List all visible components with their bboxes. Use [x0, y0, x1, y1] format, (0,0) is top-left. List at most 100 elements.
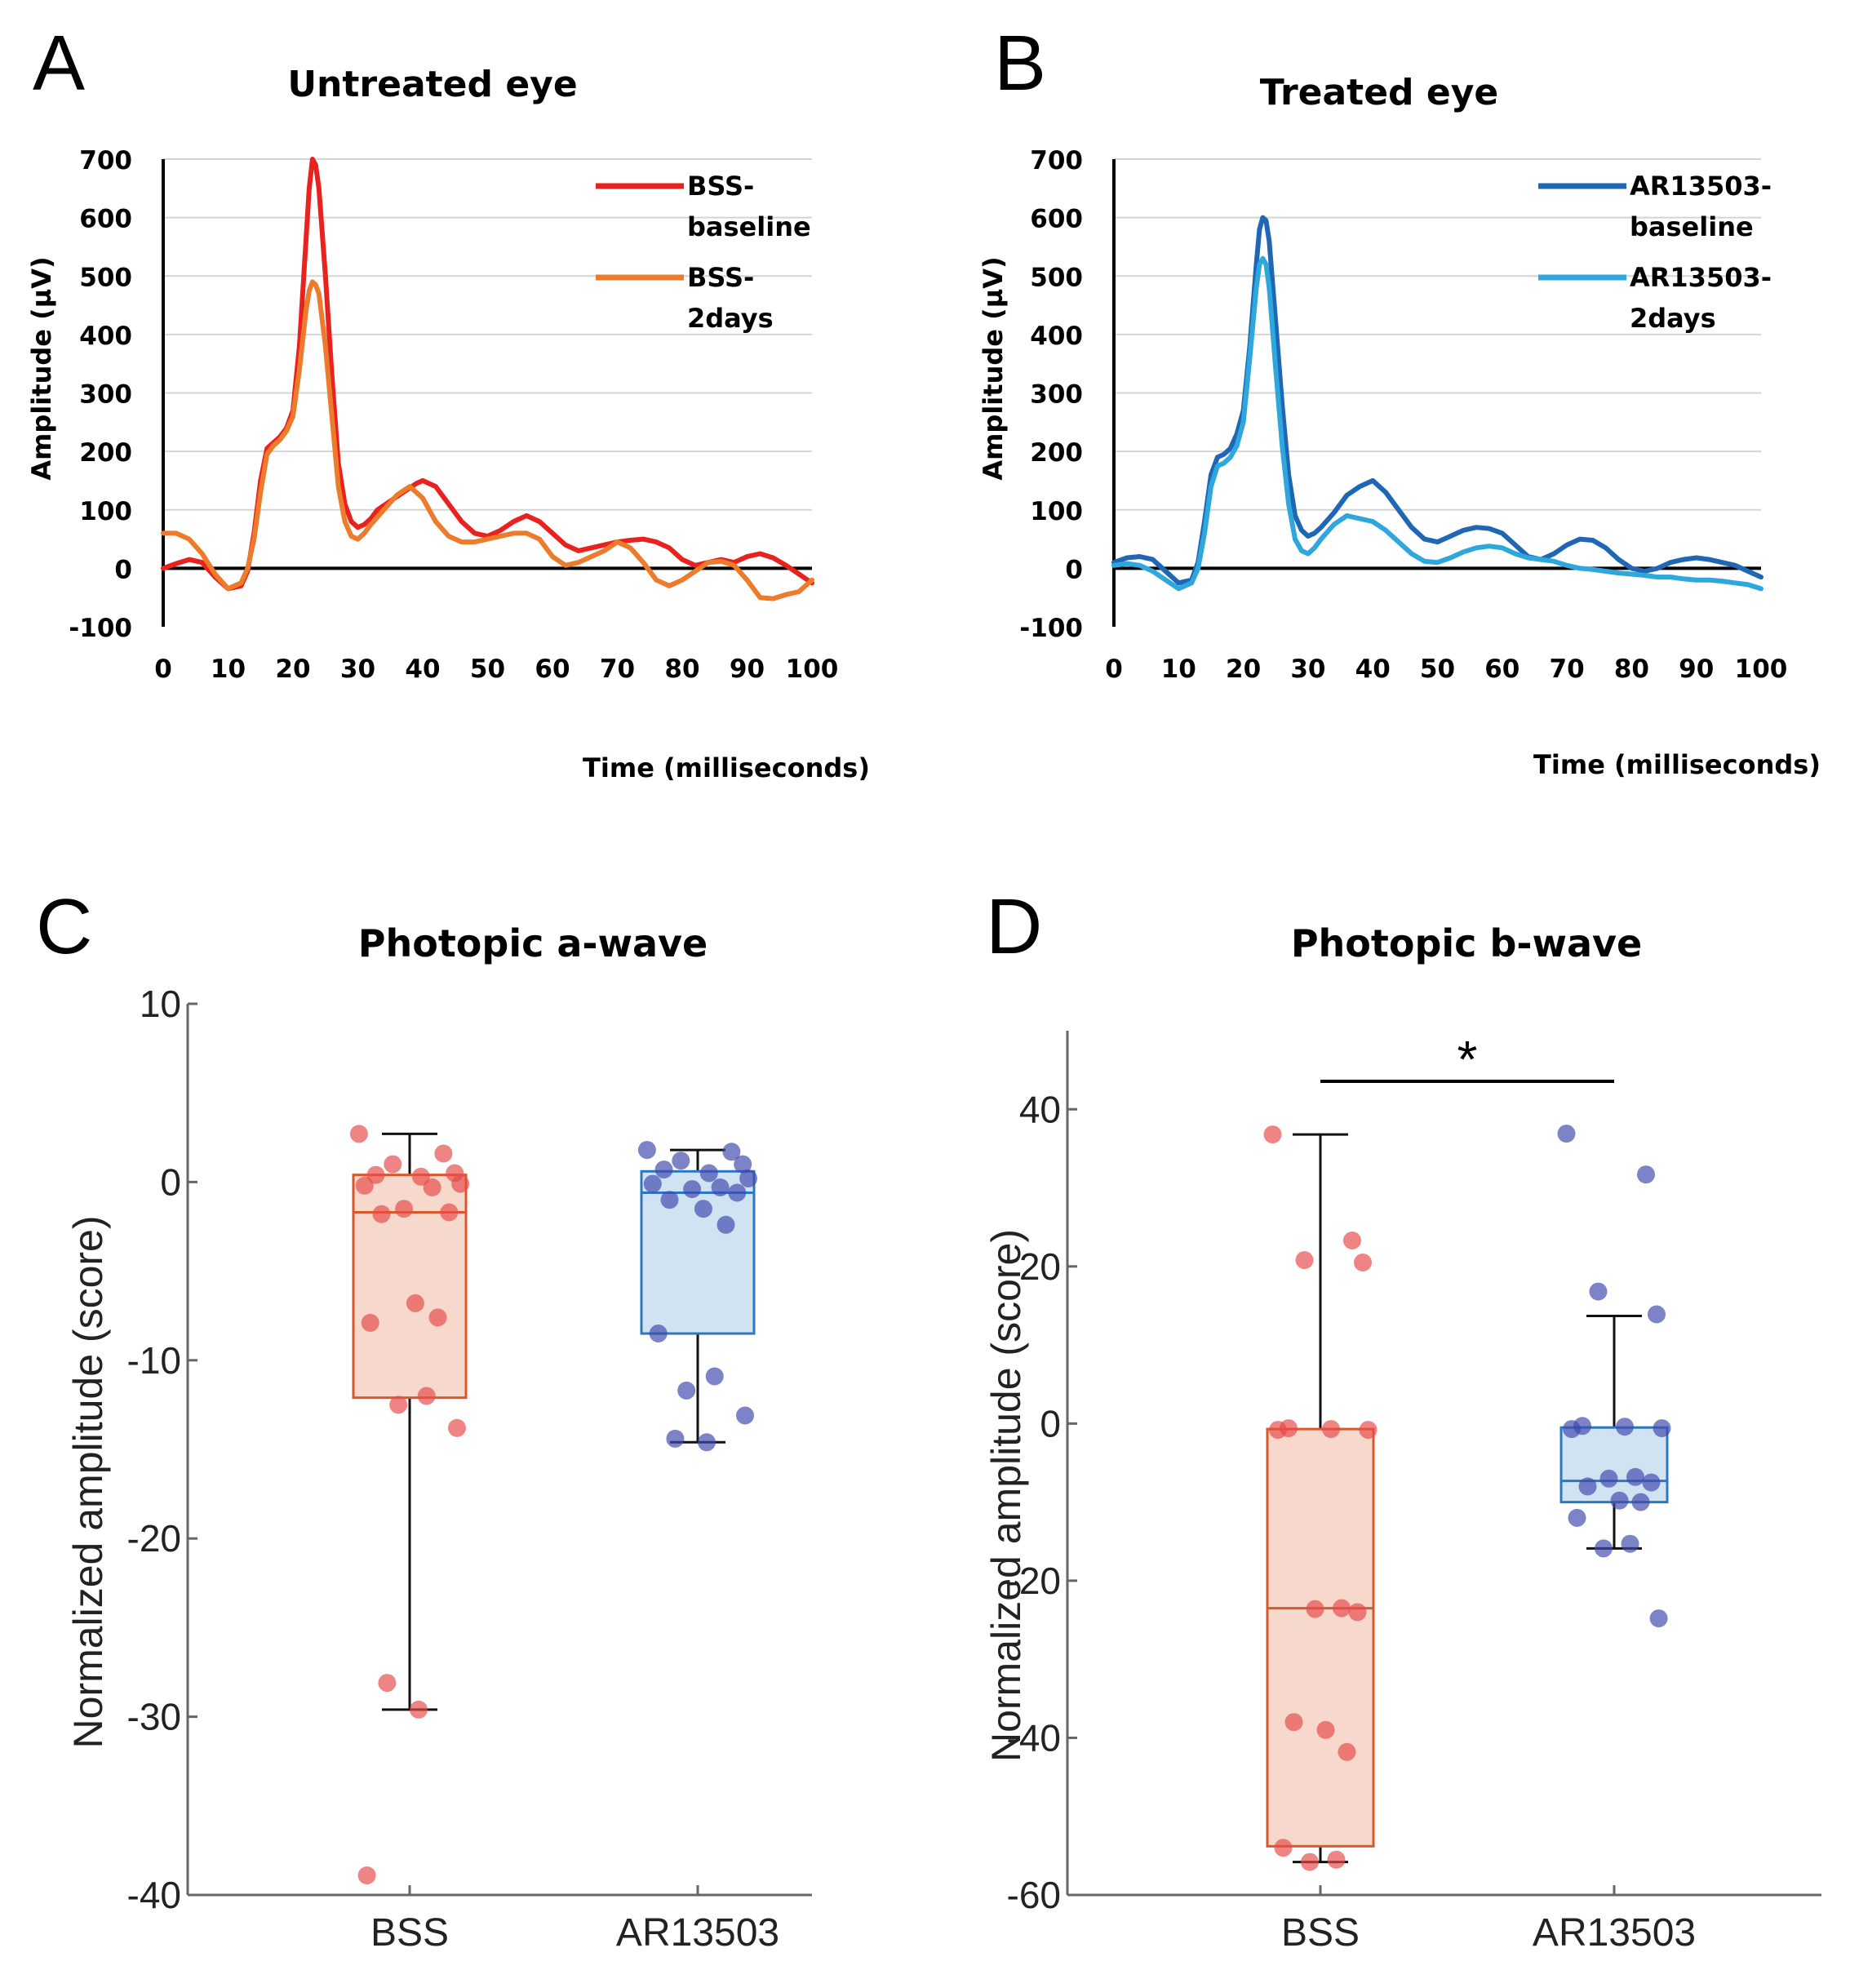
y-tick-label: -60 [1007, 1874, 1061, 1916]
legend-label: 2days [687, 303, 774, 334]
panel-letter-c: C [36, 883, 92, 970]
data-point [1343, 1231, 1361, 1249]
x-tick-label: 40 [1355, 655, 1391, 684]
data-point [1301, 1853, 1319, 1871]
data-point [1589, 1282, 1608, 1301]
y-tick-label: 600 [79, 205, 132, 234]
x-tick-label: 80 [1614, 655, 1649, 684]
legend-label: baseline [687, 211, 811, 242]
line-chart-untreated: Untreated eye -100 0 100 200 300 400 500 600 700 0… [26, 64, 870, 783]
data-point [1316, 1720, 1335, 1739]
x-tick-label: 40 [405, 655, 440, 684]
data-point [448, 1418, 466, 1437]
data-point [1621, 1534, 1639, 1553]
legend-label: AR13503- [1630, 262, 1772, 293]
data-point [1557, 1125, 1576, 1143]
data-point [660, 1191, 679, 1209]
y-tick-label: 300 [1030, 380, 1083, 410]
series-line-ar13503-2days [1111, 255, 1763, 592]
y-tick-label: -40 [127, 1874, 181, 1916]
line-chart-treated: Treated eye -100 0 100 200 300 400 500 600 700 0 10… [978, 72, 1821, 780]
data-point [716, 1215, 735, 1234]
data-point [1616, 1418, 1634, 1436]
data-point [649, 1325, 668, 1342]
data-point [410, 1700, 428, 1719]
data-point [372, 1205, 391, 1223]
y-tick-label: 600 [1030, 205, 1083, 234]
data-point [1354, 1254, 1372, 1271]
data-point [384, 1155, 402, 1174]
data-point [1338, 1742, 1356, 1761]
data-point [1568, 1508, 1586, 1527]
data-point [428, 1308, 447, 1327]
x-tick-label: 30 [340, 655, 375, 684]
data-point [395, 1200, 414, 1218]
y-tick-label: 300 [79, 380, 132, 410]
y-tick-label: -40 [1007, 1716, 1061, 1759]
chart-title: Untreated eye [287, 64, 577, 105]
data-point [672, 1152, 690, 1170]
data-point [683, 1180, 702, 1199]
data-point [349, 1125, 368, 1143]
box-bss [349, 1125, 470, 1884]
y-tick-label: 0 [160, 1160, 181, 1203]
series-line-bss-2days [161, 279, 814, 601]
data-point [699, 1164, 718, 1183]
significance-star: * [1457, 1030, 1478, 1089]
x-tick-label: 60 [1484, 655, 1519, 684]
data-point [1631, 1493, 1650, 1511]
x-tick-label: 100 [786, 655, 839, 684]
data-point [355, 1176, 374, 1195]
x-tick-label: 50 [1420, 655, 1455, 684]
data-point [1295, 1251, 1314, 1270]
data-point [1563, 1420, 1581, 1439]
y-tick-label: -10 [127, 1339, 181, 1382]
x-tick-label: 80 [664, 655, 699, 684]
chart-title: Treated eye [1260, 72, 1498, 113]
y-tick-label: 0 [1065, 555, 1083, 584]
box-ar13503 [637, 1141, 758, 1452]
data-point [1648, 1305, 1666, 1324]
legend-label: 2days [1630, 303, 1716, 334]
data-point [1284, 1713, 1303, 1732]
y-tick-label: 500 [79, 263, 132, 292]
x-tick-label: 0 [154, 655, 172, 684]
data-point [1327, 1850, 1346, 1869]
x-tick-label: 30 [1290, 655, 1325, 684]
y-tick-label: -20 [127, 1517, 181, 1560]
data-point [1642, 1473, 1661, 1492]
data-point [1348, 1603, 1367, 1622]
x-tick-label: AR13503 [1533, 1911, 1696, 1955]
data-point [736, 1406, 754, 1425]
y-axis-label: Normalized amplitude (score) [65, 1215, 111, 1748]
y-tick-label: 20 [1019, 1245, 1061, 1288]
legend-label: BSS- [687, 262, 754, 293]
y-tick-label: 0 [114, 555, 132, 584]
data-point [417, 1387, 436, 1405]
box-bss [1263, 1125, 1378, 1871]
y-tick-label: 100 [1030, 497, 1083, 526]
chart-title: Photopic a-wave [358, 921, 708, 965]
data-point [434, 1144, 453, 1163]
data-point [722, 1143, 741, 1161]
y-tick-label: 200 [1030, 438, 1083, 468]
x-axis-label: Time (milliseconds) [583, 752, 870, 783]
y-tick-label: -100 [69, 614, 132, 643]
data-point [1578, 1477, 1597, 1496]
x-tick-label: 20 [1226, 655, 1261, 684]
y-tick-label: -100 [1019, 614, 1083, 643]
data-point [677, 1381, 696, 1400]
y-axis-label: Normalized amplitude (score) [983, 1229, 1029, 1762]
x-tick-label: 70 [1550, 655, 1585, 684]
data-point [406, 1294, 424, 1312]
data-point [1637, 1165, 1655, 1184]
x-tick-label: BSS [1281, 1911, 1360, 1955]
box-chart-b-wave: Photopic b-wave 40 20 0 -20 -40 -60 BSS AR13503 N… [983, 921, 1821, 1955]
data-point [728, 1183, 747, 1202]
x-tick-label: 50 [470, 655, 505, 684]
y-tick-label: 40 [1019, 1088, 1061, 1130]
data-point [440, 1203, 459, 1222]
y-tick-label: -30 [127, 1696, 181, 1738]
data-point [1263, 1125, 1282, 1144]
